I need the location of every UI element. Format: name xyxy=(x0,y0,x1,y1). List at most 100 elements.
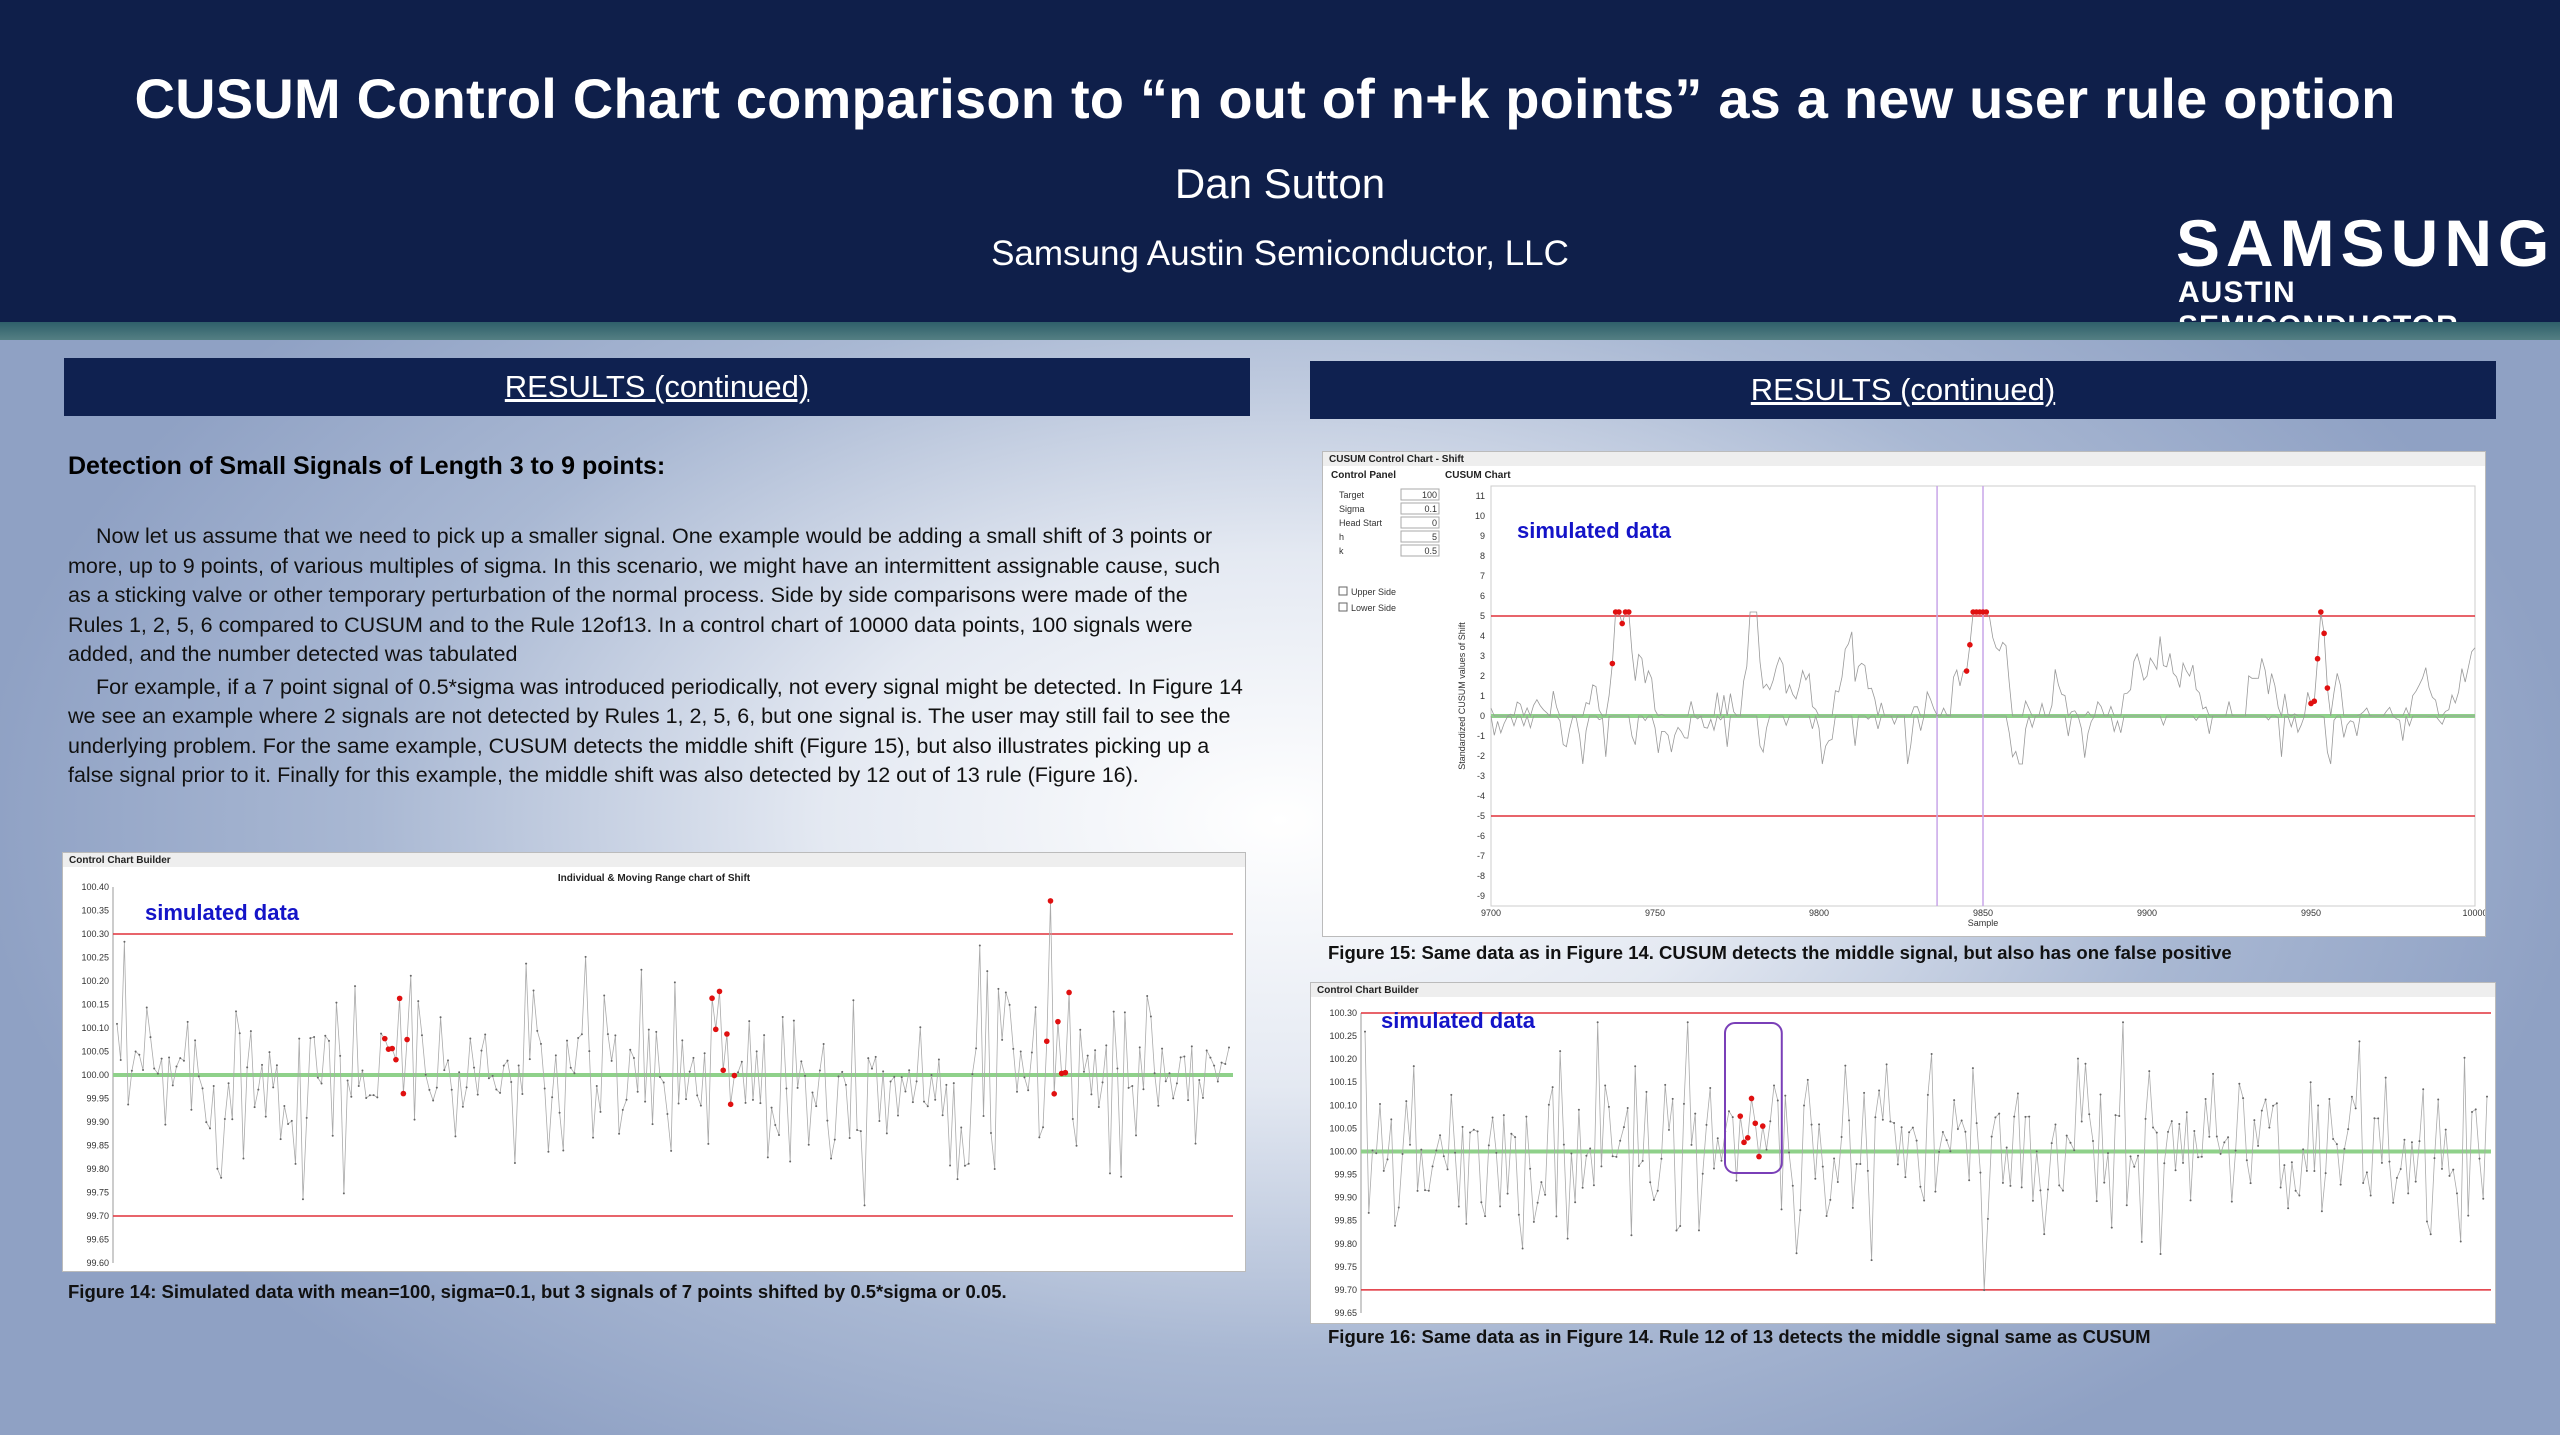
data-point xyxy=(1953,1099,1956,1102)
data-point xyxy=(1086,1054,1089,1057)
data-point xyxy=(179,1057,182,1060)
data-point xyxy=(1874,1116,1877,1119)
data-point xyxy=(2230,1200,2233,1203)
data-point xyxy=(1675,1229,1678,1232)
data-point xyxy=(1983,1289,1986,1292)
data-point xyxy=(1664,1083,1667,1086)
data-point xyxy=(2257,1144,2260,1147)
data-point xyxy=(1131,1085,1134,1088)
y-tick-label: 100.05 xyxy=(81,1047,109,1057)
data-point xyxy=(685,1098,688,1101)
data-point xyxy=(859,1130,862,1133)
data-point xyxy=(525,962,528,965)
data-point xyxy=(1964,1130,1967,1133)
data-point xyxy=(2084,1062,2087,1065)
data-point xyxy=(186,1020,189,1023)
field-value: 0.1 xyxy=(1424,504,1437,514)
data-point xyxy=(822,1043,825,1046)
data-point xyxy=(830,1157,833,1160)
data-point xyxy=(1829,1198,1832,1201)
data-point xyxy=(1194,1142,1197,1145)
data-point xyxy=(354,985,357,988)
data-point xyxy=(1469,1131,1472,1134)
data-point xyxy=(1168,1072,1171,1075)
y-tick-label: 3 xyxy=(1480,651,1485,661)
control-panel-fields: Target 100 Sigma 0.1 Head Start 0 h 5 k 0.5 Upper … xyxy=(1338,488,1440,613)
data-point xyxy=(2080,1120,2083,1123)
data-point xyxy=(1923,1199,1926,1202)
data-point xyxy=(647,1028,650,1031)
y-tick-label: 99.65 xyxy=(86,1235,109,1245)
data-point xyxy=(897,1114,900,1117)
flagged-point xyxy=(1616,609,1622,615)
data-point xyxy=(707,1142,710,1145)
data-point xyxy=(2144,1117,2147,1120)
data-point xyxy=(2155,1131,2158,1134)
data-point xyxy=(2001,1181,2004,1184)
data-point xyxy=(1810,1123,1813,1126)
data-point xyxy=(867,1057,870,1060)
flagged-point xyxy=(2324,685,2331,691)
data-point xyxy=(1228,1046,1230,1049)
data-point xyxy=(2106,1152,2109,1155)
data-point xyxy=(997,987,1000,990)
data-point xyxy=(1097,1106,1100,1109)
data-point xyxy=(220,1176,223,1179)
flagged-point xyxy=(1051,1091,1058,1097)
x-tick-label: 9750 xyxy=(1645,908,1665,918)
data-point xyxy=(919,1026,922,1029)
data-point xyxy=(2167,1130,2170,1133)
figure-16-caption: Figure 16: Same data as in Figure 14. Ru… xyxy=(1328,1326,2151,1347)
data-point xyxy=(1930,1052,1933,1055)
data-point xyxy=(253,1106,256,1109)
data-point xyxy=(480,1049,483,1052)
data-point xyxy=(1791,1184,1794,1187)
data-point xyxy=(2433,1157,2436,1160)
data-point xyxy=(469,1037,472,1040)
y-tick-label: 10 xyxy=(1475,511,1485,521)
data-point xyxy=(1382,1169,1385,1172)
data-point xyxy=(1941,1131,1944,1134)
data-point xyxy=(1720,1159,1723,1162)
data-point xyxy=(755,1050,758,1053)
data-point xyxy=(2099,1093,2102,1096)
checkbox xyxy=(1338,586,1348,596)
data-point xyxy=(2486,1095,2488,1098)
data-point xyxy=(1454,1151,1457,1154)
data-point xyxy=(2287,1207,2290,1210)
field-input xyxy=(1400,544,1440,557)
y-tick-label: 99.70 xyxy=(1334,1285,1357,1295)
data-point xyxy=(1224,1062,1227,1065)
data-point xyxy=(989,1132,992,1135)
data-point xyxy=(770,1106,773,1109)
data-point xyxy=(978,944,981,947)
data-point xyxy=(156,1072,159,1075)
window-titlebar xyxy=(1323,452,2485,466)
data-point xyxy=(1149,1015,1152,1018)
data-point xyxy=(376,1096,379,1099)
data-point xyxy=(2234,1149,2237,1152)
y-tick-label: 6 xyxy=(1480,591,1485,601)
data-point xyxy=(1934,1190,1937,1193)
data-point xyxy=(1994,1116,1997,1119)
data-point xyxy=(889,1080,892,1083)
data-point xyxy=(238,1032,241,1035)
data-point xyxy=(127,1103,130,1106)
data-point xyxy=(2399,1168,2402,1171)
data-point xyxy=(2215,1135,2218,1138)
data-point xyxy=(2043,1233,2046,1236)
data-point xyxy=(543,1087,546,1090)
data-point xyxy=(1814,1177,1817,1180)
data-point xyxy=(1990,1135,1993,1138)
data-point xyxy=(1487,1144,1490,1147)
data-point xyxy=(666,1112,669,1115)
data-point xyxy=(2016,1092,2019,1095)
data-point xyxy=(2407,1192,2410,1195)
data-point xyxy=(2418,1140,2421,1143)
data-point xyxy=(1183,1055,1186,1058)
data-point xyxy=(1600,1165,1603,1168)
data-point xyxy=(461,1105,464,1108)
data-point xyxy=(473,1066,476,1069)
data-point xyxy=(153,1067,156,1070)
